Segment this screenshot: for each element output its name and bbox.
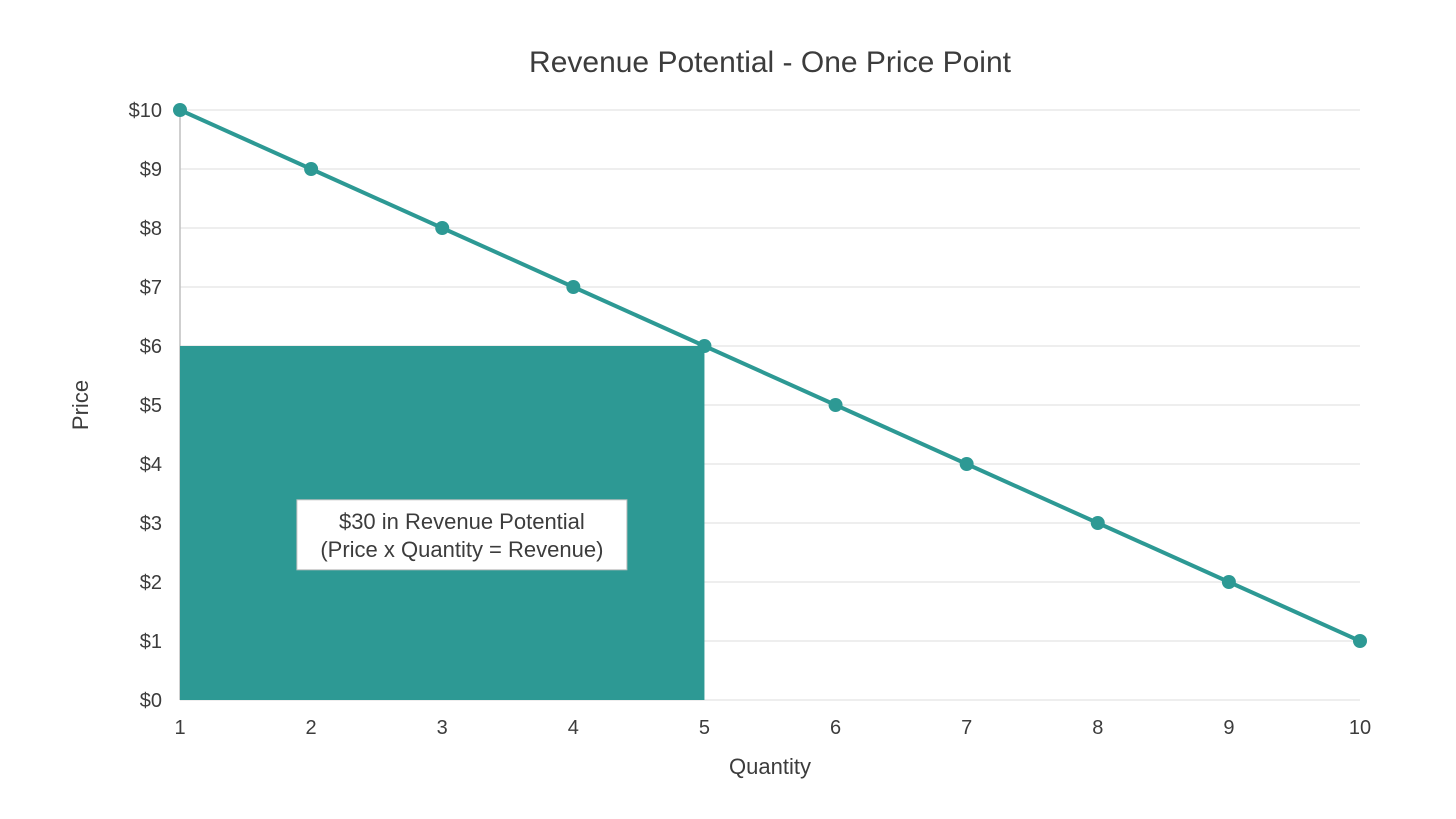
x-tick-label: 2 <box>306 717 317 739</box>
y-tick-label: $7 <box>140 277 162 299</box>
x-tick-label: 3 <box>437 717 448 739</box>
y-tick-label: $5 <box>140 395 162 417</box>
demand-point <box>1353 634 1367 648</box>
demand-point <box>304 162 318 176</box>
chart-title: Revenue Potential - One Price Point <box>529 46 1012 79</box>
chart-svg: Revenue Potential - One Price Point $0 $1 $… <box>0 0 1456 819</box>
demand-point <box>173 103 187 117</box>
demand-point <box>697 339 711 353</box>
demand-point <box>1222 575 1236 589</box>
x-tick-label: 1 <box>174 717 185 739</box>
x-tick-label: 4 <box>568 717 579 739</box>
x-tick-label: 6 <box>830 717 841 739</box>
x-tick-label: 5 <box>699 717 710 739</box>
y-tick-label: $10 <box>129 100 162 122</box>
y-tick-label: $0 <box>140 690 162 712</box>
demand-point <box>1091 516 1105 530</box>
x-axis-label: Quantity <box>729 754 811 779</box>
demand-point <box>566 280 580 294</box>
callout-line1: $30 in Revenue Potential <box>339 509 585 534</box>
demand-point <box>960 457 974 471</box>
y-axis-label: Price <box>68 380 93 430</box>
y-tick-label: $3 <box>140 513 162 535</box>
x-tick-label: 9 <box>1223 717 1234 739</box>
y-tick-label: $6 <box>140 336 162 358</box>
y-tick-label: $8 <box>140 218 162 240</box>
callout-line2: (Price x Quantity = Revenue) <box>320 537 603 562</box>
y-tick-label: $4 <box>140 454 162 476</box>
x-tick-label: 10 <box>1349 717 1371 739</box>
demand-point <box>435 221 449 235</box>
y-tick-label: $1 <box>140 631 162 653</box>
x-tick-label: 8 <box>1092 717 1103 739</box>
demand-point <box>829 398 843 412</box>
revenue-chart: Revenue Potential - One Price Point $0 $1 $… <box>0 0 1456 819</box>
y-tick-label: $2 <box>140 572 162 594</box>
y-tick-label: $9 <box>140 159 162 181</box>
x-tick-label: 7 <box>961 717 972 739</box>
